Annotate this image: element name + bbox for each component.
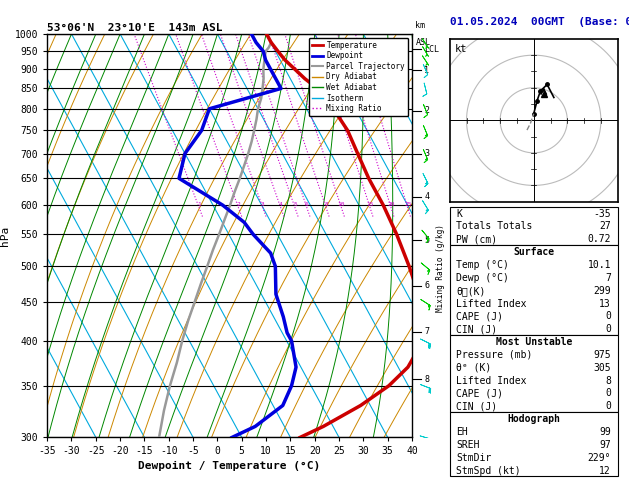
Text: 0: 0	[605, 388, 611, 399]
Text: Dewp (°C): Dewp (°C)	[457, 273, 509, 283]
Text: StmDir: StmDir	[457, 452, 492, 463]
Text: Lifted Index: Lifted Index	[457, 376, 527, 385]
Text: 5: 5	[293, 202, 297, 207]
Text: Temp (°C): Temp (°C)	[457, 260, 509, 270]
Text: 7: 7	[424, 328, 429, 336]
Text: θᵉ (K): θᵉ (K)	[457, 363, 492, 373]
Text: 01.05.2024  00GMT  (Base: 00): 01.05.2024 00GMT (Base: 00)	[450, 17, 629, 27]
Text: 10.1: 10.1	[587, 260, 611, 270]
Text: 3: 3	[424, 149, 429, 158]
Text: CAPE (J): CAPE (J)	[457, 312, 503, 321]
Text: Totals Totals: Totals Totals	[457, 222, 533, 231]
Text: 975: 975	[593, 350, 611, 360]
Text: 305: 305	[593, 363, 611, 373]
Text: 25: 25	[404, 202, 411, 207]
Bar	[450, 412, 618, 476]
Bar	[450, 335, 618, 412]
Text: Mixing Ratio (g/kg): Mixing Ratio (g/kg)	[436, 224, 445, 312]
Text: CIN (J): CIN (J)	[457, 401, 498, 411]
Text: Lifted Index: Lifted Index	[457, 298, 527, 309]
Text: 0.72: 0.72	[587, 234, 611, 244]
Text: Hodograph: Hodograph	[507, 414, 560, 424]
Text: PW (cm): PW (cm)	[457, 234, 498, 244]
Text: StmSpd (kt): StmSpd (kt)	[457, 466, 521, 475]
Text: 7: 7	[605, 273, 611, 283]
Text: 15: 15	[367, 202, 374, 207]
Text: 12: 12	[599, 466, 611, 475]
Text: kt: kt	[455, 44, 467, 54]
Text: EH: EH	[457, 427, 468, 437]
Text: 8: 8	[325, 202, 328, 207]
Text: -35: -35	[593, 208, 611, 219]
Text: Most Unstable: Most Unstable	[496, 337, 572, 347]
Text: 53°06'N  23°10'E  143m ASL: 53°06'N 23°10'E 143m ASL	[47, 23, 223, 33]
Y-axis label: hPa: hPa	[1, 226, 11, 246]
Text: 0: 0	[605, 324, 611, 334]
Text: 27: 27	[599, 222, 611, 231]
Text: 3: 3	[261, 202, 265, 207]
Text: ASL: ASL	[416, 38, 430, 47]
Text: 6: 6	[305, 202, 309, 207]
Text: K: K	[457, 208, 462, 219]
Text: 13: 13	[599, 298, 611, 309]
Legend: Temperature, Dewpoint, Parcel Trajectory, Dry Adiabat, Wet Adiabat, Isotherm, Mi: Temperature, Dewpoint, Parcel Trajectory…	[309, 38, 408, 116]
Text: 0: 0	[605, 401, 611, 411]
Text: 10: 10	[338, 202, 345, 207]
Text: Pressure (mb): Pressure (mb)	[457, 350, 533, 360]
Bar	[450, 207, 618, 245]
Text: Surface: Surface	[513, 247, 554, 257]
Text: 20: 20	[387, 202, 395, 207]
Text: 97: 97	[599, 440, 611, 450]
Text: 4: 4	[279, 202, 282, 207]
Text: 0: 0	[605, 312, 611, 321]
Bar	[450, 245, 618, 335]
Text: 229°: 229°	[587, 452, 611, 463]
Text: CIN (J): CIN (J)	[457, 324, 498, 334]
Text: 5: 5	[424, 236, 429, 245]
Text: CAPE (J): CAPE (J)	[457, 388, 503, 399]
Text: θᴇ(K): θᴇ(K)	[457, 286, 486, 295]
X-axis label: Dewpoint / Temperature (°C): Dewpoint / Temperature (°C)	[138, 461, 321, 470]
Text: 4: 4	[424, 192, 429, 201]
Text: 1: 1	[424, 66, 429, 74]
Text: 99: 99	[599, 427, 611, 437]
Text: LCL: LCL	[424, 45, 439, 54]
Text: 2: 2	[237, 202, 240, 207]
Text: 8: 8	[605, 376, 611, 385]
Text: 6: 6	[424, 281, 429, 290]
Text: 8: 8	[424, 375, 429, 383]
Text: SREH: SREH	[457, 440, 480, 450]
Text: 1: 1	[198, 202, 201, 207]
Text: km: km	[416, 21, 425, 30]
Text: 2: 2	[424, 106, 429, 115]
Text: 299: 299	[593, 286, 611, 295]
